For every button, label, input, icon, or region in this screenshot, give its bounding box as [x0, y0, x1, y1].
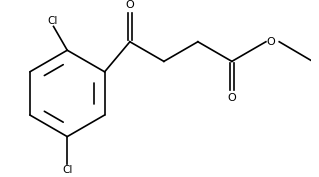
Text: Cl: Cl	[48, 16, 58, 26]
Text: Cl: Cl	[62, 165, 72, 175]
Text: O: O	[125, 0, 134, 10]
Text: O: O	[227, 93, 236, 103]
Text: O: O	[266, 37, 275, 47]
